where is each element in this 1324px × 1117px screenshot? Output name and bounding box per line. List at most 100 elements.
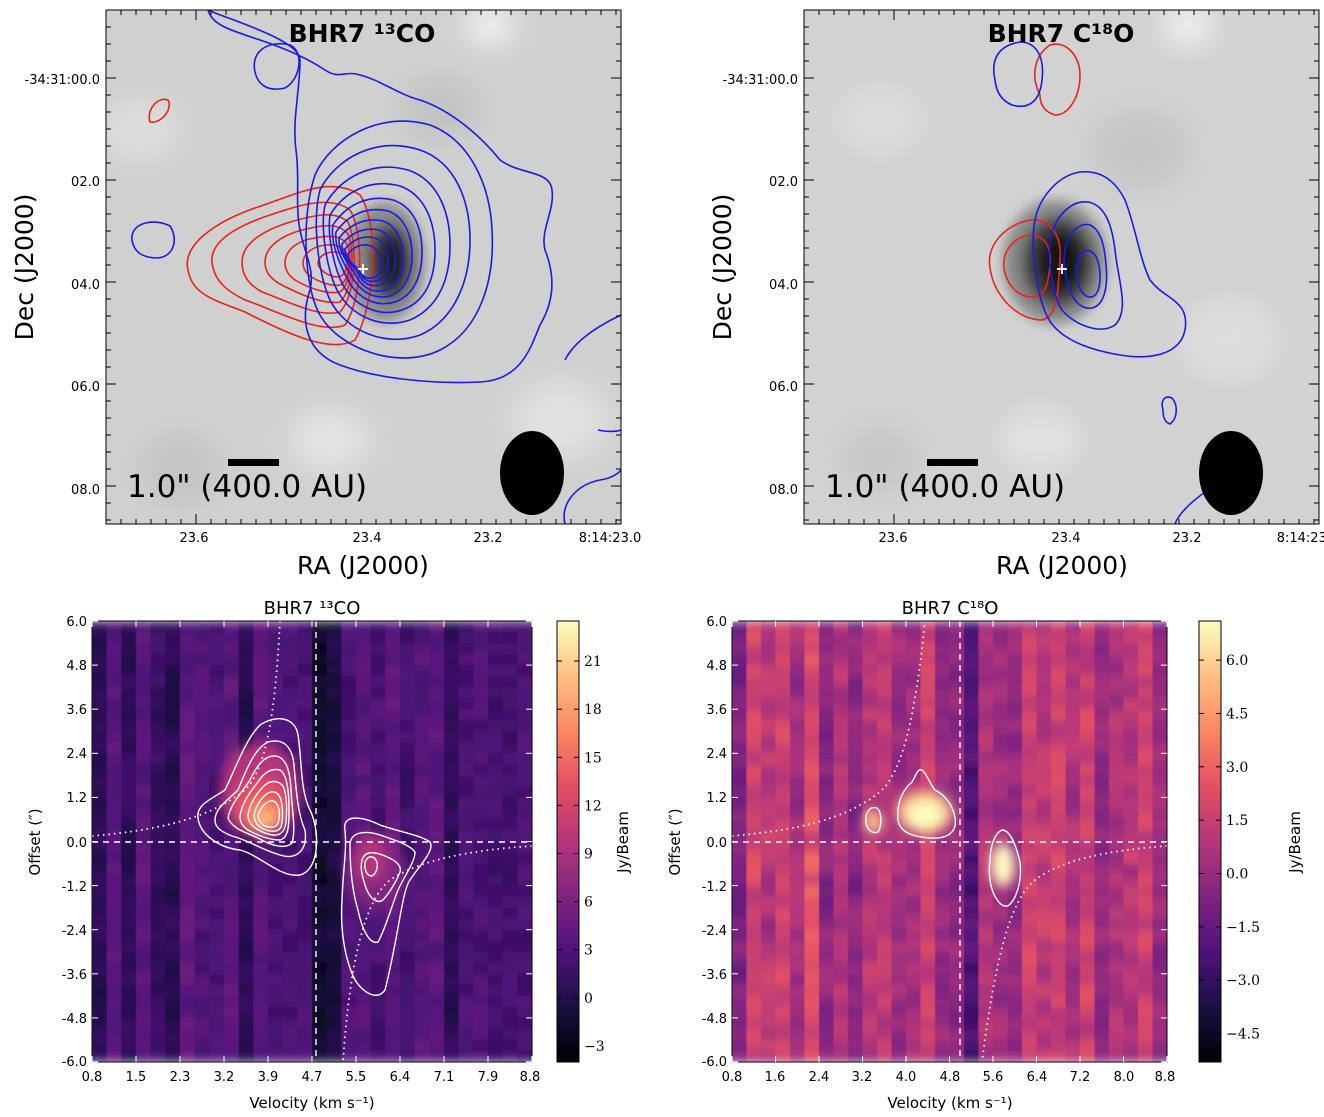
pv-pixel bbox=[1036, 709, 1052, 721]
pv-pixel bbox=[400, 775, 416, 787]
pv-pixel bbox=[473, 621, 489, 633]
pv-pixel bbox=[877, 808, 893, 821]
pv-pixel bbox=[978, 1006, 994, 1019]
pv-pixel bbox=[862, 753, 878, 765]
pv-pixel bbox=[488, 885, 504, 898]
pv-pixel bbox=[949, 973, 965, 986]
pv-pixel bbox=[1065, 731, 1081, 743]
pv-pixel bbox=[1080, 852, 1096, 865]
pv-pixel bbox=[920, 995, 936, 1008]
pv-pixel bbox=[906, 665, 922, 677]
pv-pixel bbox=[1080, 1028, 1096, 1041]
pv-pixel bbox=[282, 1028, 298, 1041]
pv-pixel bbox=[488, 665, 504, 677]
pv-pixel bbox=[502, 1050, 518, 1062]
map-c18o-blue-contours bbox=[993, 41, 1251, 524]
pv-pixel bbox=[746, 863, 762, 876]
pv-pixel bbox=[949, 797, 965, 810]
pv-c18o-ticks bbox=[731, 620, 1168, 1063]
pv-pixel bbox=[165, 984, 181, 997]
pv-pixel bbox=[775, 720, 791, 732]
pv-pixel bbox=[978, 687, 994, 699]
pv-pixel bbox=[92, 995, 108, 1008]
pv-pixel bbox=[414, 940, 430, 953]
pv-pixel bbox=[1094, 775, 1110, 787]
pv-pixel bbox=[312, 885, 328, 898]
pv-pixel bbox=[92, 731, 108, 743]
pv-pixel bbox=[356, 709, 372, 721]
pv-pixel bbox=[165, 929, 181, 942]
pv-pixel bbox=[341, 676, 357, 688]
pv-pixel bbox=[194, 896, 210, 909]
pv-pixel bbox=[414, 665, 430, 677]
pv-pixel bbox=[253, 632, 269, 644]
pv-pixel bbox=[1109, 665, 1125, 677]
pv-pixel bbox=[150, 984, 166, 997]
pv-pixel bbox=[224, 896, 240, 909]
pv-pixel bbox=[1138, 896, 1154, 909]
pv-pixel bbox=[312, 962, 328, 975]
pv-pixel bbox=[165, 940, 181, 953]
pv-pixel bbox=[1123, 896, 1139, 909]
pv-pixel bbox=[761, 1050, 777, 1062]
pv-pixel bbox=[877, 830, 893, 843]
pv-pixel bbox=[209, 1039, 225, 1052]
pv-pixel bbox=[1007, 808, 1023, 821]
pv-pixel bbox=[1007, 676, 1023, 688]
pv-pixel bbox=[312, 764, 328, 776]
pv-pixel bbox=[1094, 830, 1110, 843]
pv-pixel bbox=[775, 764, 791, 776]
pv-pixel bbox=[761, 1017, 777, 1030]
pv-pixel bbox=[732, 951, 748, 964]
pv-pixel bbox=[935, 885, 951, 898]
pv-pixel bbox=[444, 984, 460, 997]
pv-pixel bbox=[517, 709, 532, 721]
pv-pixel bbox=[1152, 841, 1167, 854]
pv-pixel bbox=[978, 764, 994, 776]
pv-pixel bbox=[370, 797, 386, 810]
pv-pixel bbox=[949, 632, 965, 644]
pv-pixel bbox=[444, 830, 460, 843]
pv-pixel bbox=[458, 687, 474, 699]
pv-pixel bbox=[1080, 753, 1096, 765]
pv-pixel bbox=[297, 874, 313, 887]
pv-pixel bbox=[949, 742, 965, 754]
pv-pixel bbox=[429, 764, 445, 776]
pv-pixel bbox=[1007, 687, 1023, 699]
pv-pixel bbox=[136, 819, 152, 832]
pv-pixel bbox=[297, 1039, 313, 1052]
pv-pixel bbox=[136, 885, 152, 898]
pv-pixel bbox=[964, 951, 980, 964]
pv-pixel bbox=[297, 841, 313, 854]
pv-pixel bbox=[297, 731, 313, 743]
pv-pixel bbox=[165, 742, 181, 754]
pv-pixel bbox=[92, 896, 108, 909]
pv-pixel bbox=[106, 1039, 122, 1052]
pv-pixel bbox=[949, 830, 965, 843]
pv-pixel bbox=[775, 929, 791, 942]
pv-pixel bbox=[1022, 907, 1038, 920]
pv-pixel bbox=[92, 709, 108, 721]
pv-pixel bbox=[775, 863, 791, 876]
pv-pixel bbox=[1051, 1017, 1067, 1030]
pv-pixel bbox=[964, 764, 980, 776]
pv-pixel bbox=[385, 907, 401, 920]
pv-pixel bbox=[862, 918, 878, 931]
pv-pixel bbox=[1065, 874, 1081, 887]
pv-pixel bbox=[906, 621, 922, 633]
pv-pixel bbox=[224, 819, 240, 832]
pv-pixel bbox=[92, 676, 108, 688]
pv-pixel bbox=[180, 621, 196, 633]
pv-pixel bbox=[400, 995, 416, 1008]
pv-pixel bbox=[268, 632, 284, 644]
pv-pixel bbox=[268, 1006, 284, 1019]
pv-pixel bbox=[312, 918, 328, 931]
pv-c18o-title: BHR7 C¹⁸O bbox=[902, 598, 999, 619]
pv-pixel bbox=[964, 1006, 980, 1019]
pv-pixel bbox=[1138, 797, 1154, 810]
pv-pixel bbox=[1080, 632, 1096, 644]
pv-pixel bbox=[993, 632, 1009, 644]
pv-pixel bbox=[1094, 621, 1110, 633]
pv-pixel bbox=[502, 951, 518, 964]
pv-pixel bbox=[964, 797, 980, 810]
